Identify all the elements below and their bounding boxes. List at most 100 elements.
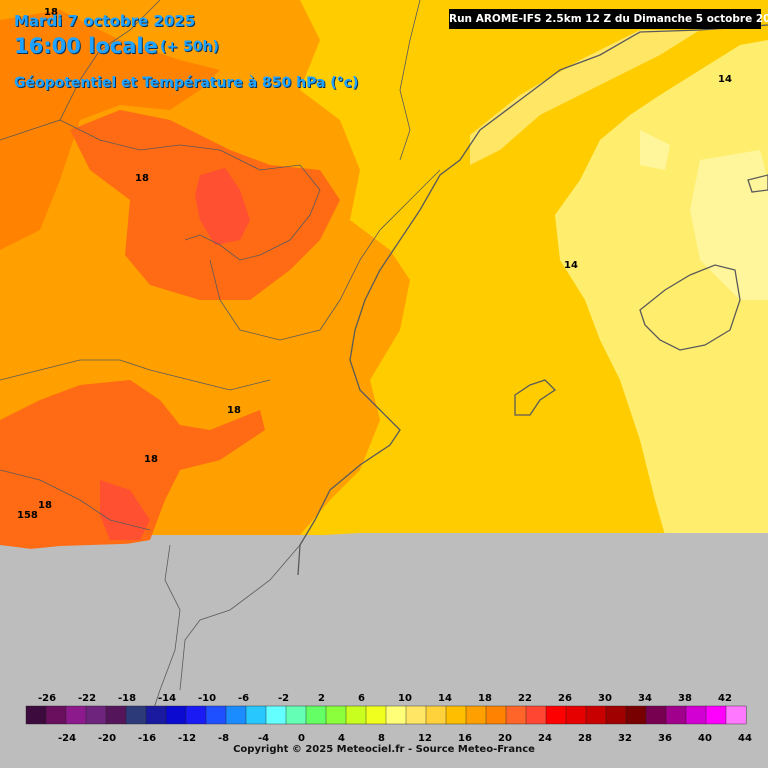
legend-swatch [445, 705, 467, 725]
border-inland-7 [399, 0, 421, 161]
field-20-22 [195, 168, 250, 245]
legend-tick-label: -20 [98, 733, 116, 744]
legend-swatch [625, 705, 647, 725]
legend-tick-label: -12 [178, 733, 196, 744]
legend-tick-label: 6 [358, 693, 365, 704]
legend-tick-label: -22 [78, 693, 96, 704]
legend-swatch [105, 705, 127, 725]
legend-swatch [125, 705, 147, 725]
legend-swatch [505, 705, 527, 725]
legend-swatch [85, 705, 107, 725]
legend-tick-label: 44 [738, 733, 752, 744]
isoline-label: 18 [227, 405, 241, 416]
forecast-lead-time: (+ 50h) [160, 39, 219, 55]
isoline-label: 14 [718, 74, 732, 85]
isoline-labels: 18 18 18 18 18 158 14 14 [17, 7, 732, 521]
field-18-20-south [0, 380, 265, 550]
field-ne-band [470, 30, 700, 165]
legend-swatch [605, 705, 627, 725]
isoline-label: 18 [135, 173, 149, 184]
legend-tick-label: 4 [338, 733, 345, 744]
border-inland-2 [0, 0, 161, 141]
legend-tick-label: 42 [718, 693, 732, 704]
legend-swatch [425, 705, 447, 725]
legend-tick-label: 14 [438, 693, 452, 704]
legend-swatches [25, 705, 747, 725]
forecast-date: Mardi 7 octobre 2025 [14, 12, 196, 30]
legend-tick-label: 16 [458, 733, 472, 744]
legend-tick-label: -24 [58, 733, 76, 744]
legend-tick-label: -16 [138, 733, 156, 744]
legend-tick-label: 12 [418, 733, 432, 744]
isoline-label: 18 [144, 454, 158, 465]
legend-tick-label: -26 [38, 693, 56, 704]
isoline-label: 14 [564, 260, 578, 271]
legend-swatch [725, 705, 747, 725]
legend-swatch [185, 705, 207, 725]
legend-swatch [545, 705, 567, 725]
isoline-label: 18 [44, 7, 58, 18]
copyright: Copyright © 2025 Meteociel.fr - Source M… [233, 744, 535, 755]
island-ibiza [514, 379, 557, 416]
coastline [297, 24, 768, 576]
legend-swatch [645, 705, 667, 725]
legend-tick-label: 0 [298, 733, 305, 744]
color-scale-legend: -26 -22 -18 -14 -10 -6 -2 2 6 10 14 18 22 26 30 34 38 42 … [25, 693, 752, 744]
legend-tick-label: 34 [638, 693, 652, 704]
legend-swatch [165, 705, 187, 725]
legend-swatch [485, 705, 507, 725]
legend-swatch [305, 705, 327, 725]
legend-swatch [665, 705, 687, 725]
legend-tick-label: -8 [218, 733, 229, 744]
legend-tick-label: 30 [598, 693, 612, 704]
border-inland-3 [209, 169, 441, 341]
legend-tick-label: 2 [318, 693, 325, 704]
border-inland-4 [0, 359, 271, 391]
field-18-20-north [0, 10, 220, 250]
legend-swatch [205, 705, 227, 725]
isoline-label: 18 [38, 500, 52, 511]
island-mallorca [639, 264, 741, 351]
legend-tick-label: -6 [238, 693, 249, 704]
legend-swatch [465, 705, 487, 725]
legend-tick-label: 24 [538, 733, 552, 744]
legend-swatch [525, 705, 547, 725]
legend-swatch [25, 705, 47, 725]
legend-bottom-labels: -24 -20 -16 -12 -8 -4 0 4 8 12 16 20 24 28 32 36 40 44 [58, 733, 752, 744]
legend-tick-label: 32 [618, 733, 632, 744]
legend-swatch [145, 705, 167, 725]
legend-swatch [405, 705, 427, 725]
legend-swatch [585, 705, 607, 725]
legend-tick-label: 36 [658, 733, 672, 744]
legend-tick-label: 20 [498, 733, 512, 744]
legend-swatch [705, 705, 727, 725]
legend-swatch [45, 705, 67, 725]
legend-tick-label: -2 [278, 693, 289, 704]
legend-tick-label: 8 [378, 733, 385, 744]
legend-swatch [565, 705, 587, 725]
legend-swatch [685, 705, 707, 725]
legend-swatch [385, 705, 407, 725]
border-inland-6 [179, 544, 301, 691]
legend-top-labels: -26 -22 -18 -14 -10 -6 -2 2 6 10 14 18 22 26 30 34 38 42 [38, 693, 732, 704]
legend-tick-label: 38 [678, 693, 692, 704]
border-inland-5 [149, 544, 181, 721]
borders [0, 0, 768, 721]
model-run-label: Run AROME-IFS 2.5km 12 Z du Dimanche 5 o… [449, 9, 768, 29]
island-menorca [747, 174, 768, 193]
legend-tick-label: -4 [258, 733, 269, 744]
field-10-12 [640, 130, 768, 300]
legend-tick-label: 10 [398, 693, 412, 704]
legend-swatch [65, 705, 87, 725]
border-inland-1 [59, 119, 321, 261]
forecast-hour: 16:00 locale [14, 34, 158, 58]
legend-tick-label: 26 [558, 693, 572, 704]
legend-swatch [285, 705, 307, 725]
parameter-title: Géopotentiel et Température à 850 hPa (°… [14, 75, 359, 91]
field-20-22-south [100, 480, 150, 540]
border-inland-8 [0, 469, 151, 531]
legend-tick-label: 28 [578, 733, 592, 744]
legend-swatch [245, 705, 267, 725]
legend-swatch [225, 705, 247, 725]
